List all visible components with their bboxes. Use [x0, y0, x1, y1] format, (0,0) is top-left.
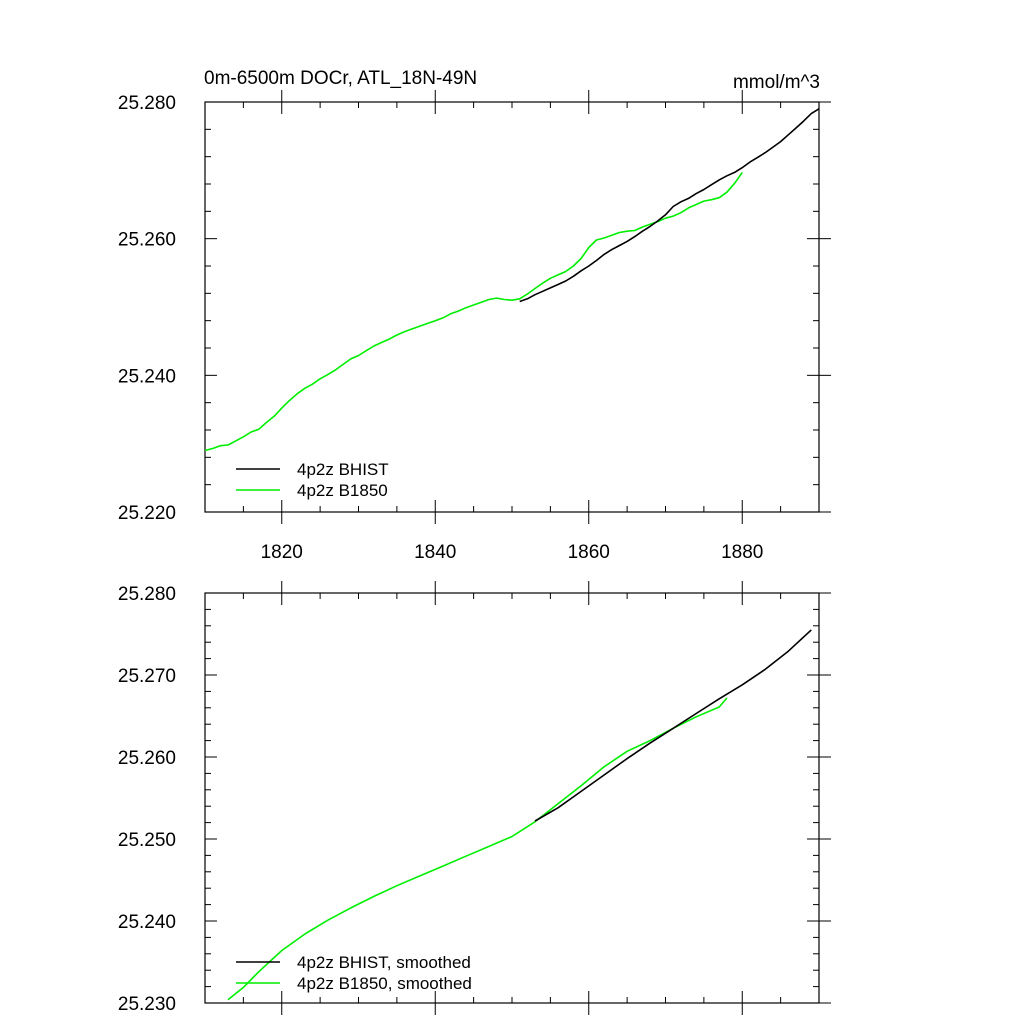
x-tick-label: 1860 [568, 542, 610, 563]
x-tick-label: 1820 [261, 542, 303, 563]
y-tick-label: 25.230 [118, 994, 176, 1015]
legend-label: 4p2z B1850, smoothed [297, 974, 472, 993]
x-tick-label: 1840 [414, 542, 456, 563]
y-tick-label: 25.220 [118, 503, 176, 524]
y-tick-label: 25.260 [118, 748, 176, 769]
series-line-bhist [534, 629, 812, 822]
units-label: mmol/m^3 [733, 72, 820, 93]
legend-label: 4p2z BHIST, smoothed [297, 953, 471, 972]
y-tick-label: 25.260 [118, 230, 176, 251]
legend-label: 4p2z B1850 [297, 481, 388, 500]
y-tick-label: 25.250 [118, 830, 176, 851]
chart-title: 0m-6500m DOCr, ATL_18N-49N [204, 68, 477, 89]
series-line-bhist [519, 108, 820, 303]
y-tick-label: 25.270 [118, 666, 176, 687]
x-tick-label: 1880 [721, 542, 763, 563]
plot-frame [204, 101, 820, 513]
y-tick-label: 25.240 [118, 912, 176, 933]
bottom-chart-panel: 25.230 25.240 25.250 25.260 25.270 25.280 4p2z… [118, 581, 831, 1015]
y-tick-label: 25.280 [118, 93, 176, 114]
plot-frame [204, 592, 820, 1004]
y-tick-label: 25.280 [118, 584, 176, 605]
top-chart-panel: 0m-6500m DOCr, ATL_18N-49N mmol/m^3 1820… [118, 68, 831, 563]
legend-label: 4p2z BHIST [297, 460, 389, 479]
y-tick-label: 25.240 [118, 366, 176, 387]
series-line-b1850 [204, 171, 743, 452]
series-line-b1850 [227, 697, 728, 1001]
